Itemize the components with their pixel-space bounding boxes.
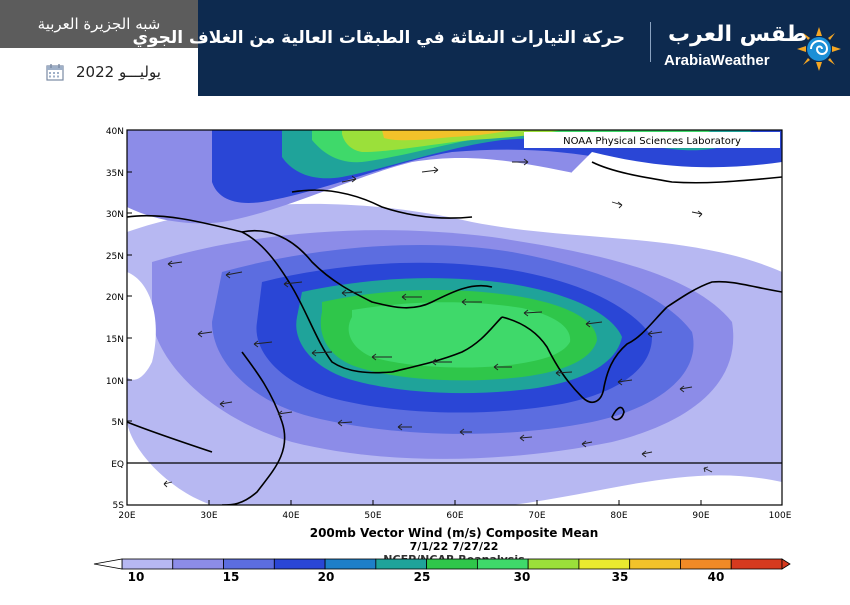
lat-label: 10N xyxy=(106,377,124,387)
lon-label: 90E xyxy=(692,511,709,521)
colorbar-segment xyxy=(629,558,681,570)
colorbar-segment xyxy=(375,558,428,570)
colorbar-segment xyxy=(121,558,174,570)
lat-label: 40N xyxy=(106,127,124,137)
lat-label: EQ xyxy=(111,460,124,470)
lat-label: 30N xyxy=(106,210,124,220)
colorbar-segment xyxy=(527,558,580,570)
lon-label: 100E xyxy=(769,511,792,521)
logo-arabic-text: طقس العرب xyxy=(668,22,808,47)
colorbar-segment xyxy=(680,558,732,570)
colorbar-label: 40 xyxy=(708,570,725,584)
colorbar-segment xyxy=(578,558,631,570)
wind-map-figure: NOAA Physical Sciences Laboratory 40N 35… xyxy=(92,122,792,602)
colorbar-label: 35 xyxy=(612,570,629,584)
colorbar-label: 10 xyxy=(128,570,145,584)
wind-speed-shading xyxy=(127,130,782,505)
colorbar-segment xyxy=(223,558,275,570)
date-text: يوليـــو 2022 xyxy=(76,63,161,81)
colorbar-min-arrow xyxy=(93,558,123,570)
map-title: 200mb Vector Wind (m/s) Composite Mean xyxy=(310,526,599,540)
region-label: شبه الجزيرة العربية xyxy=(0,0,198,48)
page-title: حركة التيارات النفاثة في الطبقات العالية… xyxy=(132,28,625,48)
calendar-icon xyxy=(46,64,64,81)
colorbar xyxy=(93,558,791,570)
lat-label: 20N xyxy=(106,293,124,303)
lon-label: 20E xyxy=(118,511,135,521)
lon-label: 70E xyxy=(528,511,545,521)
header-divider xyxy=(650,22,651,62)
lat-label: 5S xyxy=(113,501,125,511)
lon-label: 50E xyxy=(364,511,381,521)
arabiaweather-logo-icon xyxy=(797,27,841,71)
header-bar: شبه الجزيرة العربية يوليـــو 2022 حركة ا… xyxy=(0,0,850,96)
lat-label: 25N xyxy=(106,252,124,262)
colorbar-label: 30 xyxy=(514,570,531,584)
wind-vectors xyxy=(163,158,713,488)
colorbar-segment xyxy=(172,558,224,570)
lon-label: 40E xyxy=(282,511,299,521)
colorbar-max-arrow xyxy=(781,558,791,570)
colorbar-segment xyxy=(324,558,377,570)
date-label-box: يوليـــو 2022 xyxy=(0,48,198,96)
logo-english-text: ArabiaWeather xyxy=(664,52,770,69)
lon-label: 30E xyxy=(200,511,217,521)
colorbar-label: 25 xyxy=(414,570,431,584)
lat-label: 5N xyxy=(112,418,124,428)
map-date-range: 7/1/22 7/27/22 xyxy=(410,540,499,553)
lon-label: 80E xyxy=(610,511,627,521)
colorbar-segment xyxy=(476,558,529,570)
lon-label: 60E xyxy=(446,511,463,521)
colorbar-segment xyxy=(273,558,326,570)
lat-label: 35N xyxy=(106,169,124,179)
wind-map-svg: NOAA Physical Sciences Laboratory 40N 35… xyxy=(93,127,792,584)
credit-box xyxy=(524,132,780,148)
colorbar-segment xyxy=(426,558,478,570)
lat-label: 15N xyxy=(106,335,124,345)
colorbar-segment xyxy=(730,558,783,570)
colorbar-label: 20 xyxy=(318,570,335,584)
colorbar-label: 15 xyxy=(223,570,240,584)
credit-text: NOAA Physical Sciences Laboratory xyxy=(563,136,741,147)
